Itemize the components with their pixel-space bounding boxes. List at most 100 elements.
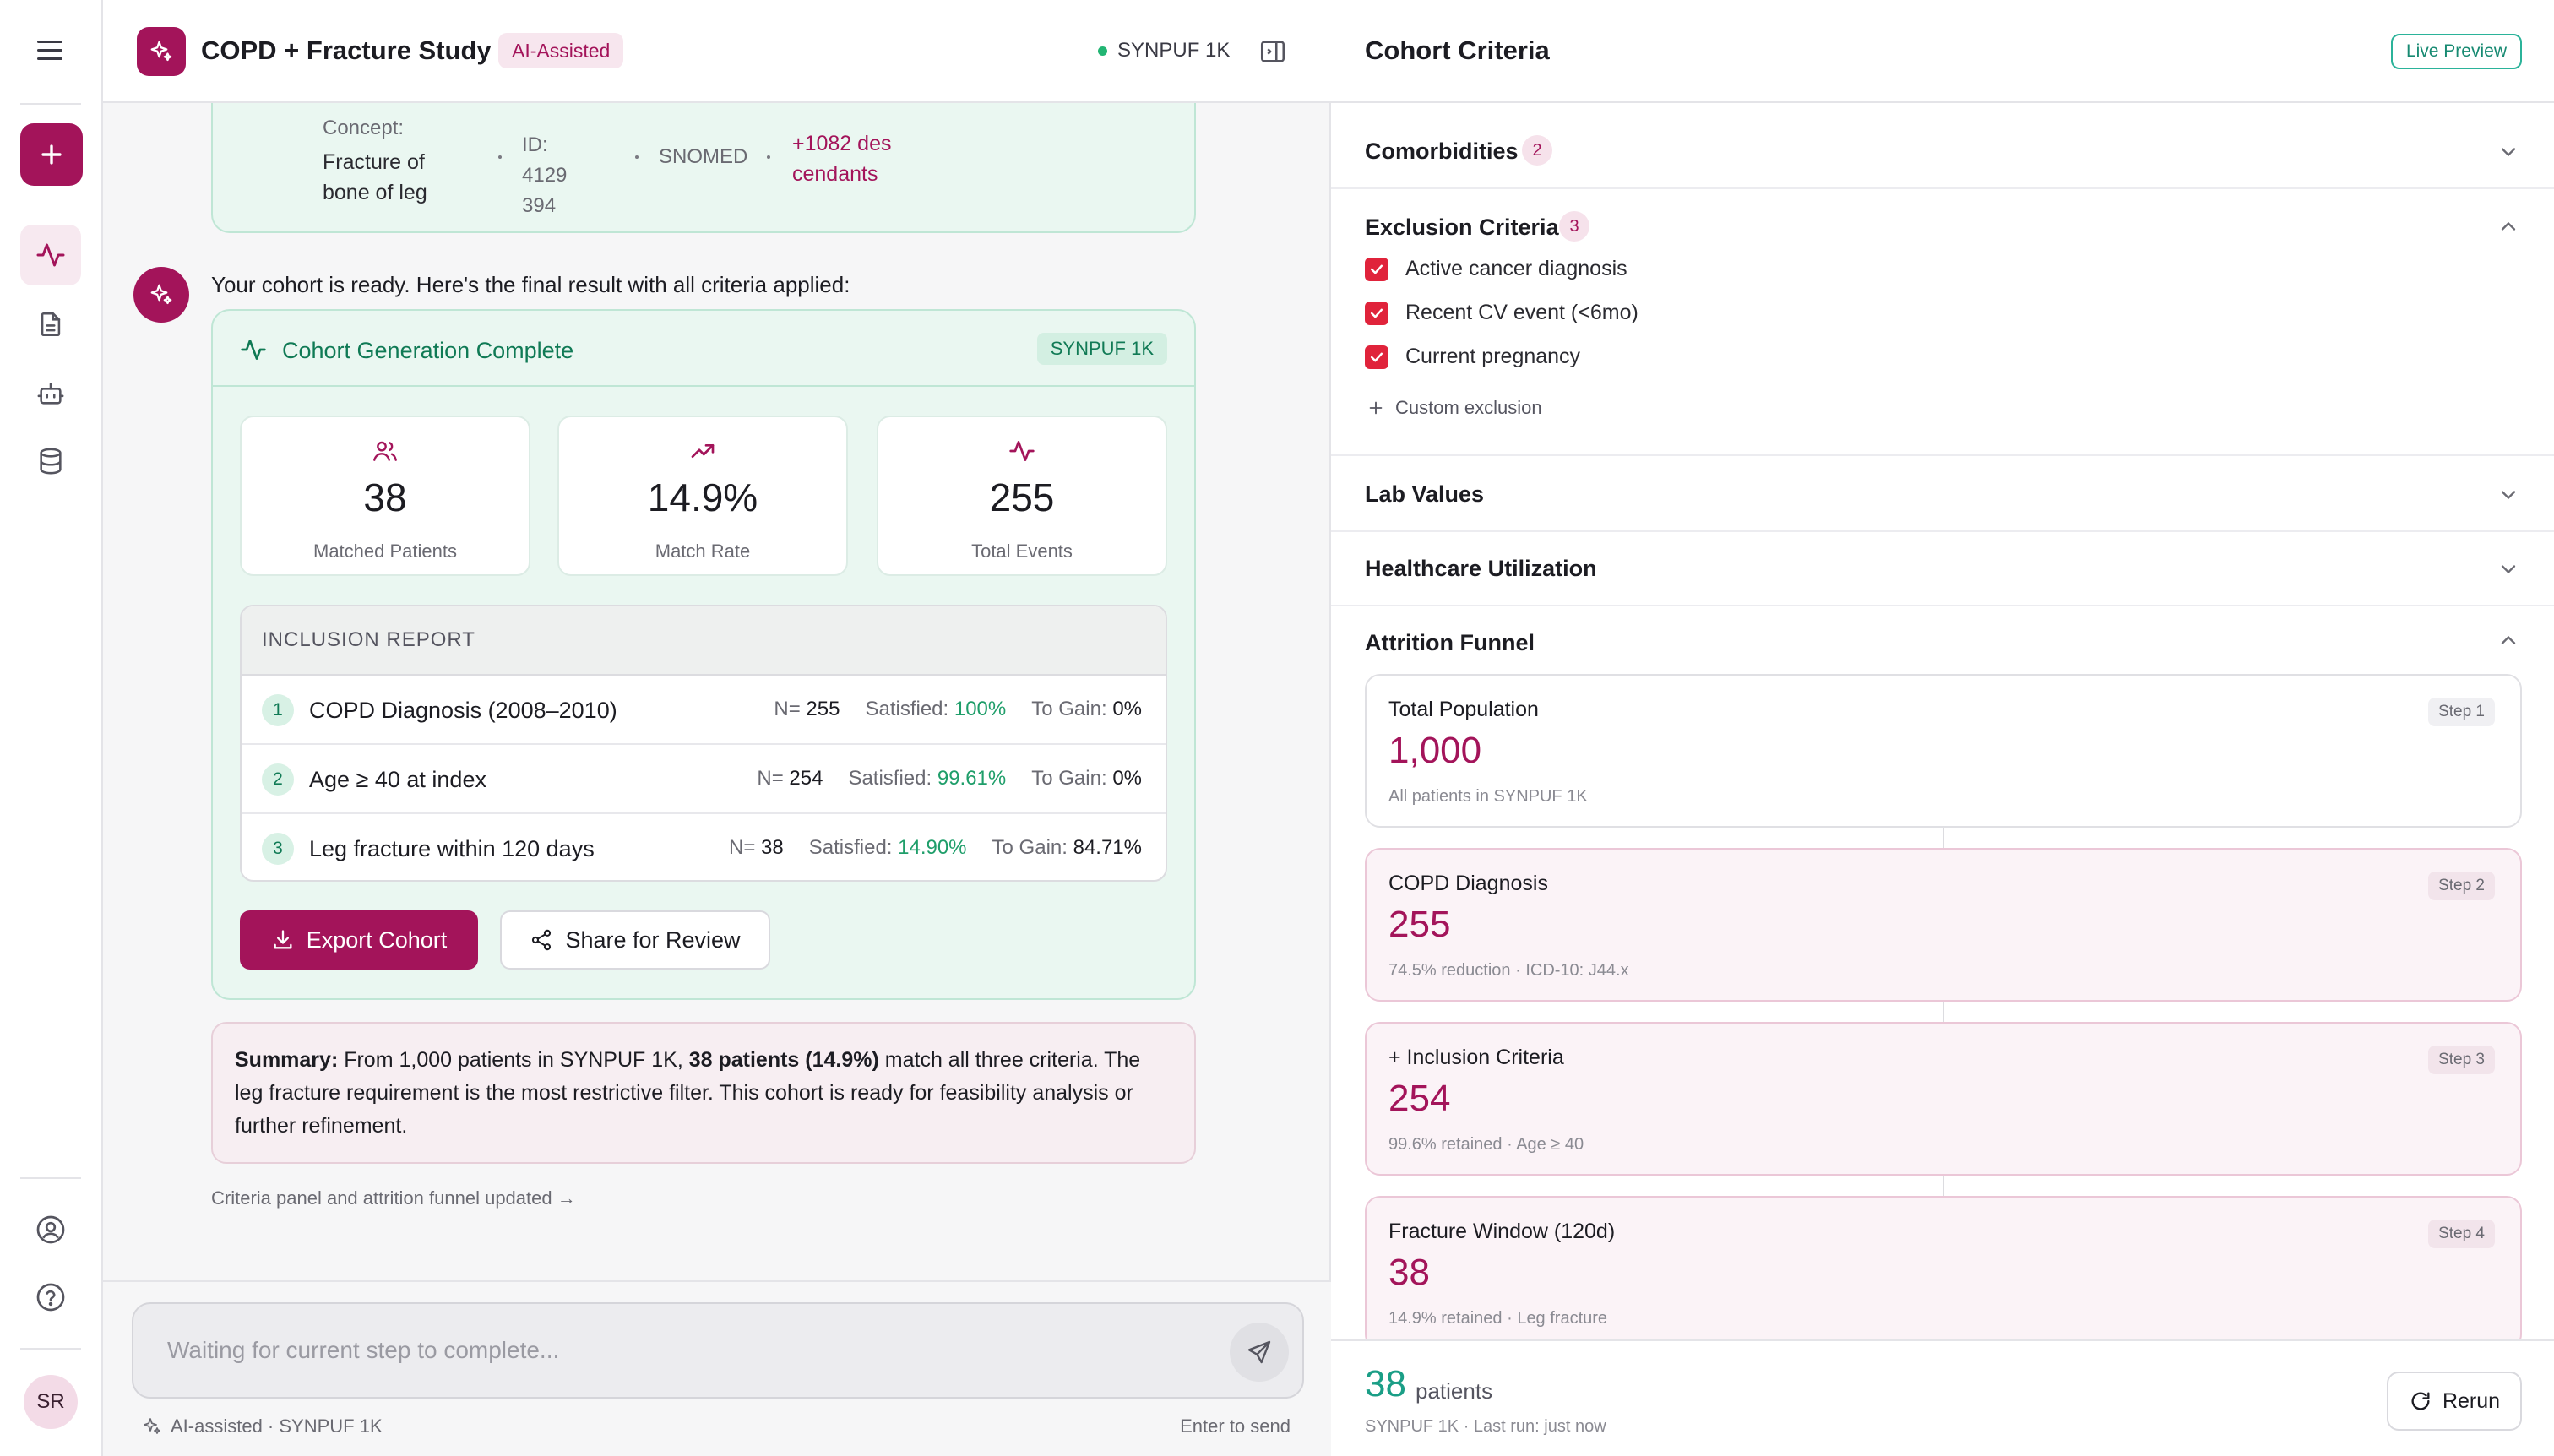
menu-icon[interactable] — [37, 41, 66, 62]
rule-gain: 0% — [1112, 698, 1142, 720]
checkbox[interactable] — [1365, 345, 1388, 369]
concept-id: ID: 4129 394 — [522, 133, 568, 217]
separator-dot — [635, 155, 638, 159]
section-attrition-funnel[interactable]: Attrition Funnel — [1331, 606, 2554, 655]
chevron-down-icon[interactable] — [2497, 557, 2520, 581]
funnel-step[interactable]: Total Population Step 1 1,000 All patien… — [1365, 674, 2522, 828]
nav-activity[interactable] — [20, 225, 81, 285]
checkbox[interactable] — [1365, 301, 1388, 325]
attrition-funnel: Total Population Step 1 1,000 All patien… — [1331, 652, 2554, 1339]
plus-icon — [41, 144, 62, 165]
section-exclusion: Exclusion Criteria 3 Active cancer diagn… — [1331, 189, 2554, 456]
assistant-message: Your cohort is ready. Here's the final r… — [211, 272, 850, 297]
funnel-step[interactable]: COPD Diagnosis Step 2 255 74.5% reductio… — [1365, 848, 2522, 1002]
inclusion-row[interactable]: 2 Age ≥ 40 at index N= 254 Satisfied: 99.… — [242, 745, 1166, 814]
step-value: 1,000 — [1388, 730, 1482, 771]
concept-name: Fracture of bone of leg — [323, 150, 427, 204]
rerun-button[interactable]: Rerun — [2387, 1372, 2522, 1431]
step-value: 255 — [1388, 904, 1451, 945]
nav-database[interactable] — [20, 431, 81, 492]
page-title: COPD + Fracture Study — [201, 35, 492, 65]
rule-number: 2 — [262, 763, 294, 796]
download-icon — [274, 930, 292, 949]
share-review-button[interactable]: Share for Review — [500, 910, 770, 970]
message-input[interactable] — [167, 1329, 1181, 1372]
chat-header: COPD + Fracture Study AI-Assisted SYNPUF… — [103, 0, 1331, 103]
study-logo — [137, 27, 186, 76]
section-title: Exclusion Criteria — [1365, 215, 1559, 240]
section-lab-values[interactable]: Lab Values — [1331, 456, 2554, 532]
stat-match-rate: 14.9% Match Rate — [557, 416, 848, 576]
exclusion-label: Active cancer diagnosis — [1405, 257, 1627, 280]
activity-icon — [36, 243, 65, 267]
exclusion-label: Current pregnancy — [1405, 345, 1581, 368]
ai-assisted-badge: AI-Assisted — [498, 33, 624, 68]
dataset-status[interactable]: SYNPUF 1K — [1098, 39, 1230, 62]
help-icon — [36, 1283, 65, 1312]
sparkles-icon — [144, 1418, 160, 1434]
composer-footer-left: AI-assisted · SYNPUF 1K — [142, 1415, 383, 1437]
panel-header: Cohort Criteria Live Preview — [1331, 0, 2554, 103]
activity-icon — [1009, 441, 1035, 461]
step-value: 254 — [1388, 1078, 1451, 1119]
check-icon — [1370, 352, 1383, 361]
avatar[interactable]: SR — [24, 1375, 78, 1429]
exclusion-item[interactable]: Recent CV event (<6mo) — [1365, 301, 1638, 325]
rule-n: 254 — [789, 767, 823, 790]
database-icon — [40, 448, 62, 475]
rule-satisfied: 100% — [954, 698, 1007, 720]
step-badge: Step 2 — [2428, 872, 2495, 900]
section-healthcare-utilization[interactable]: Healthcare Utilization — [1331, 532, 2554, 606]
composer — [132, 1302, 1304, 1399]
chevron-down-icon[interactable] — [2497, 483, 2520, 507]
funnel-connector — [1943, 1002, 1944, 1022]
section-title: Comorbidities — [1365, 139, 1519, 164]
step-badge: Step 4 — [2428, 1220, 2495, 1248]
rule-name: Leg fracture within 120 days — [309, 836, 595, 861]
step-name: COPD Diagnosis — [1388, 872, 1548, 895]
refresh-icon — [2411, 1392, 2430, 1410]
rule-n: 255 — [806, 698, 840, 720]
export-cohort-button[interactable]: Export Cohort — [240, 910, 478, 970]
send-button[interactable] — [1230, 1323, 1289, 1382]
chat-column: COPD + Fracture Study AI-Assisted SYNPUF… — [103, 0, 1331, 1456]
nav-agents[interactable] — [20, 363, 81, 424]
inclusion-row[interactable]: 3 Leg fracture within 120 days N= 38 Sati… — [242, 814, 1166, 880]
new-study-button[interactable] — [20, 123, 83, 186]
concept-descendants[interactable]: +1082 descendants — [792, 132, 892, 186]
add-custom-exclusion[interactable]: Custom exclusion — [1367, 397, 1542, 419]
nav-help[interactable] — [20, 1267, 81, 1328]
result-card-header: Cohort Generation Complete SYNPUF 1K — [213, 311, 1194, 387]
updated-note[interactable]: Criteria panel and attrition funnel upda… — [211, 1187, 576, 1209]
live-preview-badge[interactable]: Live Preview — [2390, 34, 2522, 69]
nav-documents[interactable] — [20, 294, 81, 355]
stat-total-events: 255 Total Events — [877, 416, 1167, 576]
funnel-step[interactable]: + Inclusion Criteria Step 3 254 99.6% re… — [1365, 1022, 2522, 1176]
share-icon — [532, 929, 552, 951]
user-icon — [36, 1215, 65, 1244]
exclusion-item[interactable]: Current pregnancy — [1365, 345, 1580, 369]
funnel-step[interactable]: Fracture Window (120d) Step 4 38 14.9% r… — [1365, 1196, 2522, 1339]
composer-area: AI-assisted · SYNPUF 1K Enter to send — [103, 1280, 1331, 1456]
cohort-result-card: Cohort Generation Complete SYNPUF 1K 38 … — [211, 309, 1196, 1000]
panel-toggle-button[interactable] — [1258, 37, 1289, 68]
stat-matched-patients: 38 Matched Patients — [240, 416, 530, 576]
plus-icon — [1369, 401, 1383, 415]
step-value: 38 — [1388, 1252, 1430, 1293]
criteria-panel: Cohort Criteria Live Preview Comorbiditi… — [1331, 0, 2554, 1456]
checkbox[interactable] — [1365, 257, 1388, 281]
chevron-up-icon[interactable] — [2497, 628, 2520, 652]
chevron-down-icon[interactable] — [2497, 140, 2520, 164]
exclusion-item[interactable]: Active cancer diagnosis — [1365, 257, 1627, 281]
section-comorbidities[interactable]: Comorbidities 2 — [1331, 113, 2554, 189]
chevron-up-icon[interactable] — [2497, 215, 2520, 238]
rule-name: COPD Diagnosis (2008–2010) — [309, 698, 617, 723]
rule-name: Age ≥ 40 at index — [309, 767, 486, 792]
rail-divider — [20, 1177, 81, 1179]
nav-account[interactable] — [20, 1199, 81, 1260]
result-card-title: Cohort Generation Complete — [282, 338, 574, 363]
concept-card: Concept: Fracture of bone of leg ID: 412… — [211, 103, 1196, 233]
inclusion-row[interactable]: 1 COPD Diagnosis (2008–2010) N= 255 Satis… — [242, 676, 1166, 745]
sparkles-icon — [150, 41, 172, 62]
left-rail: SR — [0, 0, 103, 1456]
